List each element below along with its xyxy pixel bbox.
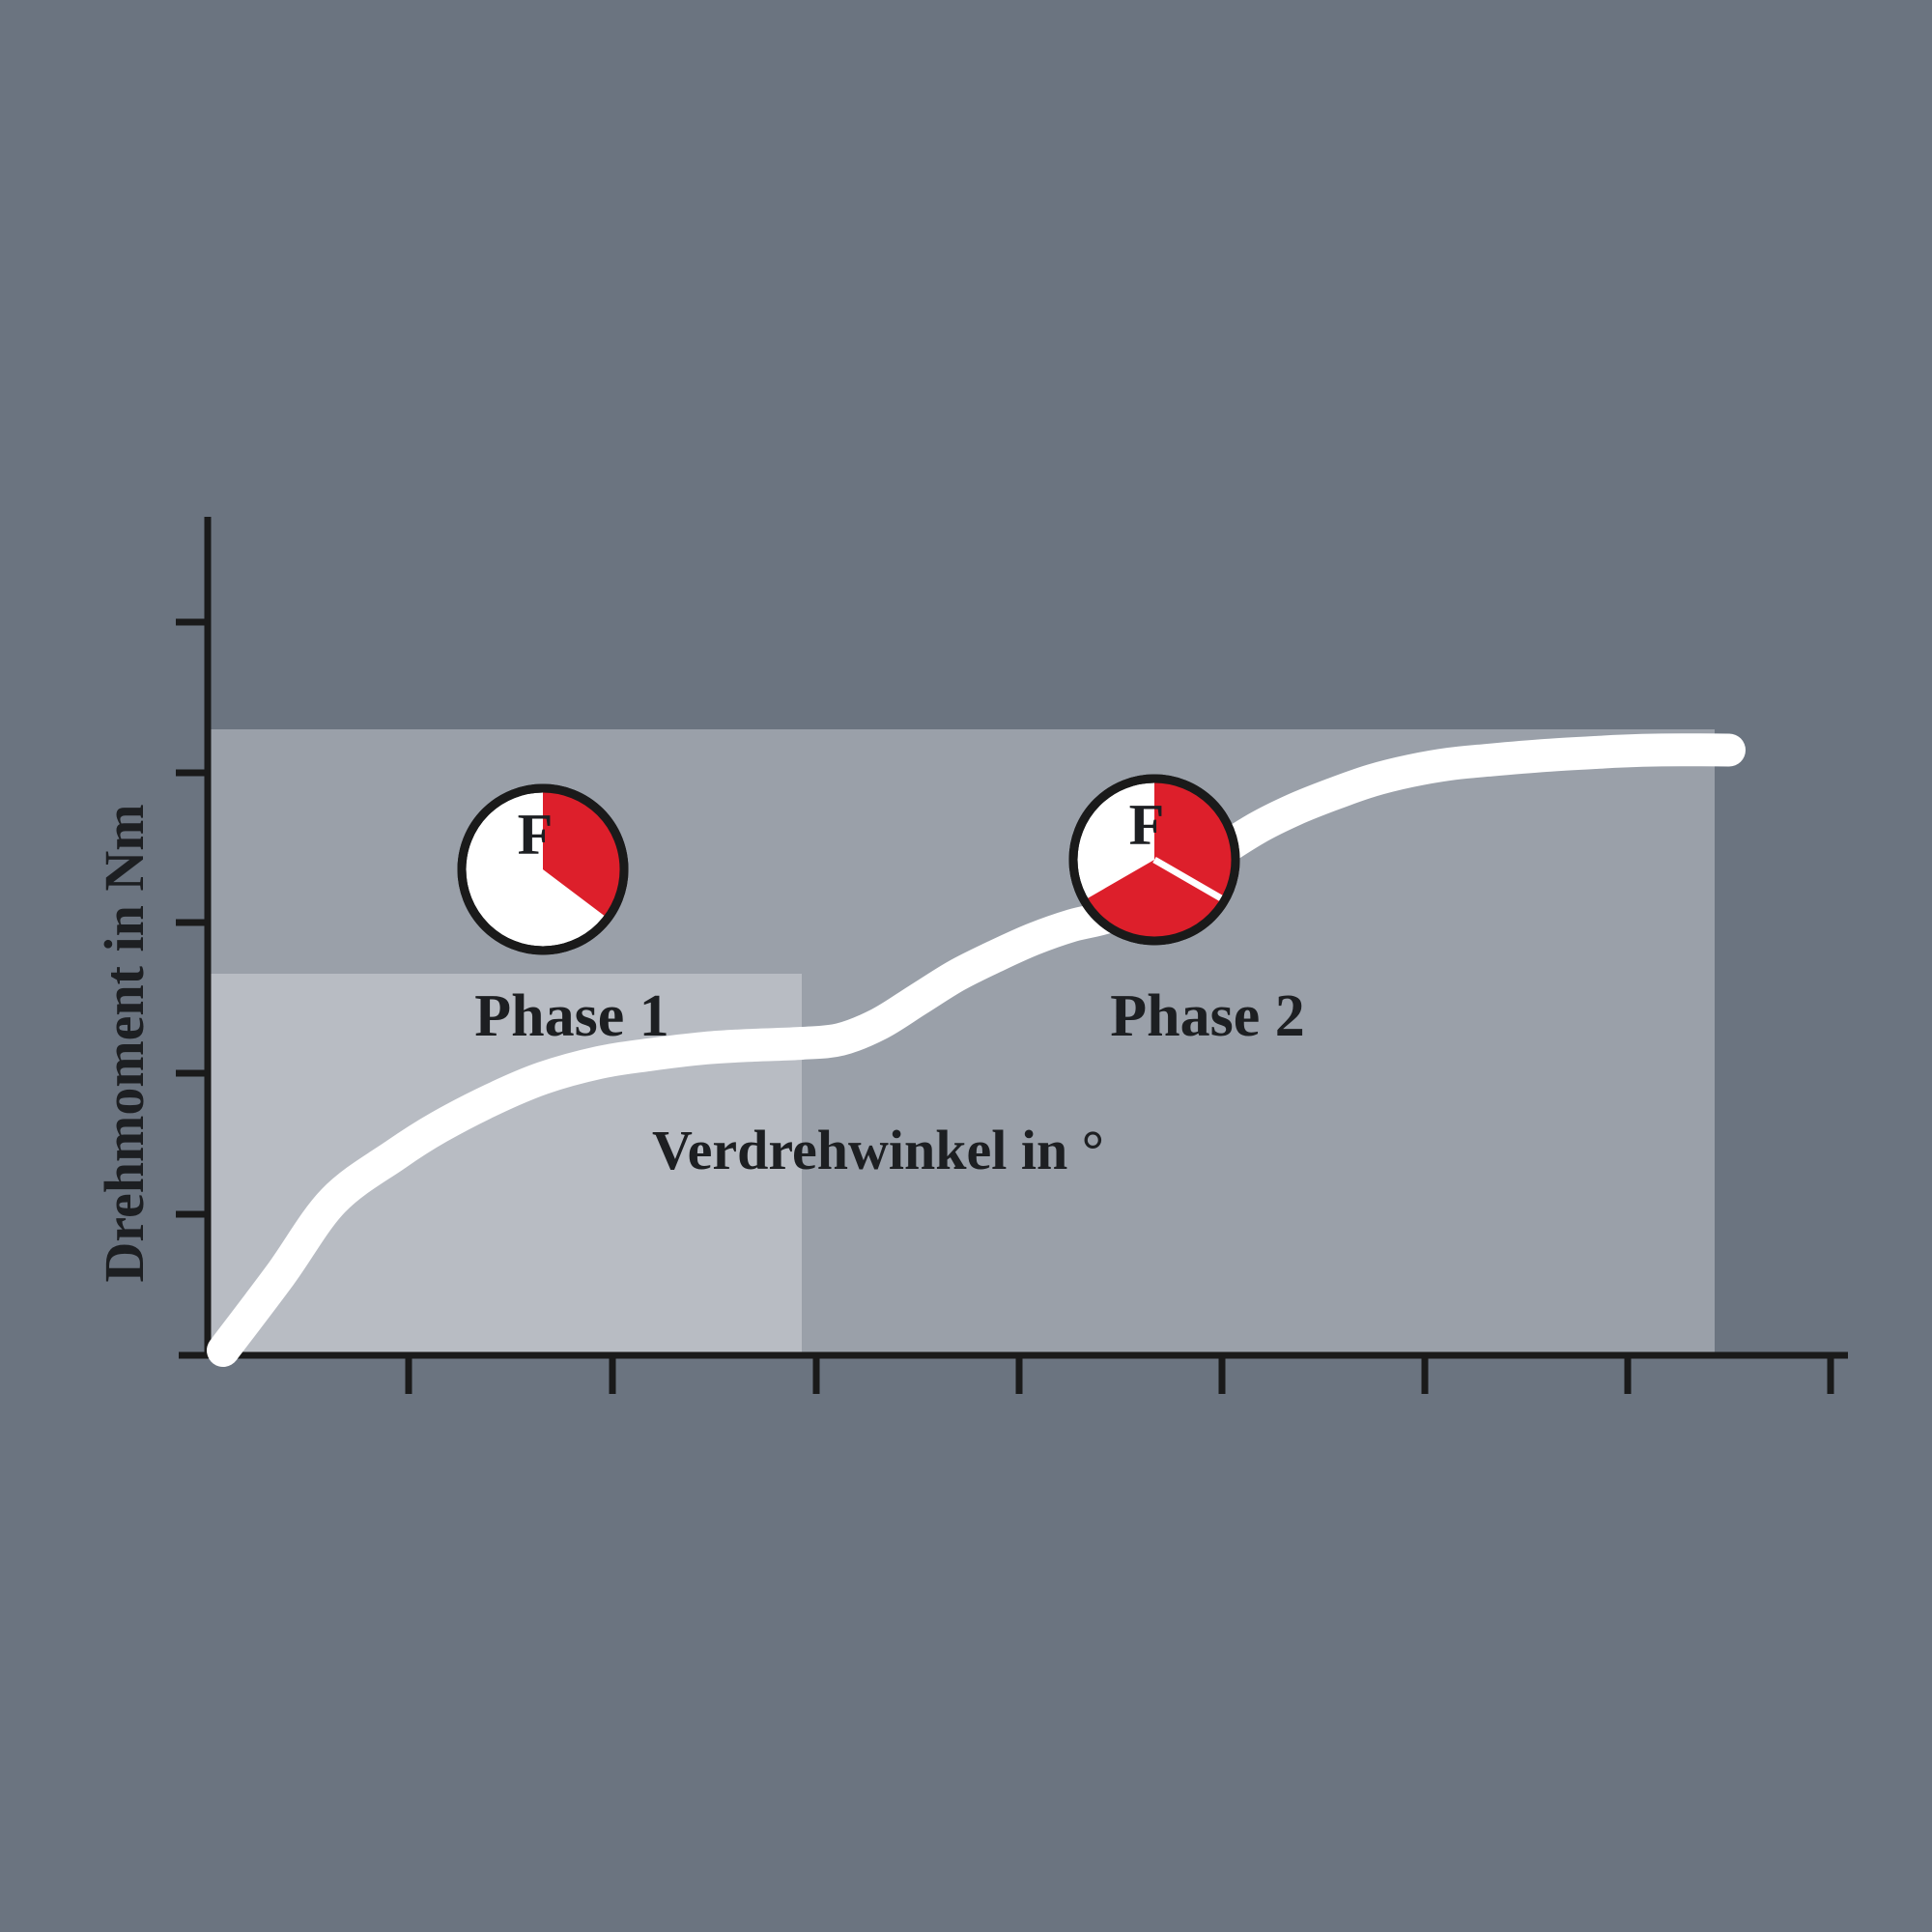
svg-text:F: F <box>518 803 554 867</box>
svg-text:Phase 1: Phase 1 <box>474 983 669 1049</box>
svg-text:Phase 2: Phase 2 <box>1110 983 1305 1049</box>
svg-text:F: F <box>1129 793 1165 857</box>
svg-text:Verdrehwinkel in °: Verdrehwinkel in ° <box>652 1119 1104 1181</box>
svg-text:Drehmoment in Nm: Drehmoment in Nm <box>93 804 156 1282</box>
